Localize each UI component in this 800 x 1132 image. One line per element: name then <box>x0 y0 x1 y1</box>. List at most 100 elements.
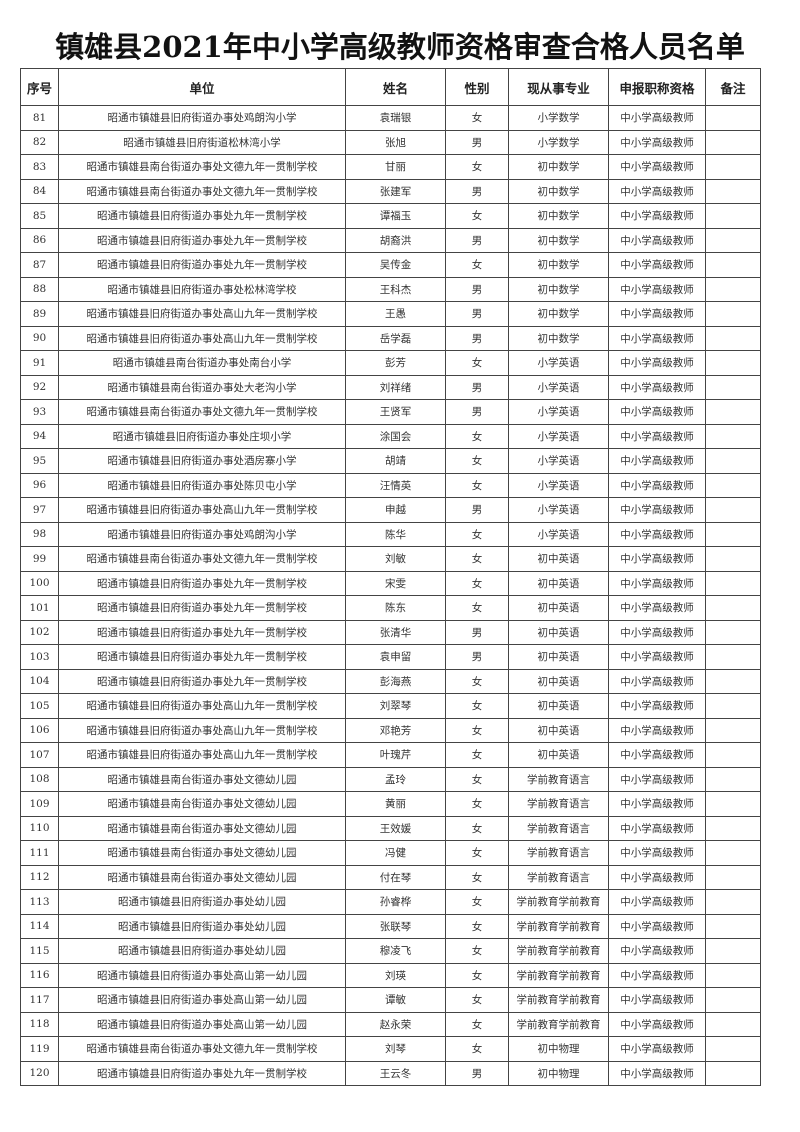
cell-index: 100 <box>20 570 59 596</box>
table-row: 89 昭通市镇雄县旧府街道办事处高山九年一贯制学校 王愚男初中数学 中小学高级教师 <box>20 301 761 327</box>
cell-title: 中小学高级教师 <box>608 178 706 204</box>
cell-unit: 昭通市镇雄县旧府街道办事处松林湾学校 <box>58 276 346 302</box>
cell-unit: 昭通市镇雄县旧府街道办事处高山第一幼儿园 <box>58 987 346 1013</box>
cell-index: 99 <box>20 546 59 572</box>
cell-title: 中小学高级教师 <box>608 276 706 302</box>
cell-remark <box>705 668 761 694</box>
cell-unit: 昭通市镇雄县南台街道办事处文德九年一贯制学校 <box>58 399 346 425</box>
cell-unit: 昭通市镇雄县南台街道办事处文德幼儿园 <box>58 815 346 841</box>
table-row: 83 昭通市镇雄县南台街道办事处文德九年一贯制学校 甘丽女初中数学 中小学高级教师 <box>20 154 761 180</box>
cell-unit: 昭通市镇雄县南台街道办事处文德幼儿园 <box>58 840 346 866</box>
cell-title: 中小学高级教师 <box>608 105 706 131</box>
cell-major: 小学数学 <box>508 105 609 131</box>
table-row: 97 昭通市镇雄县旧府街道办事处高山九年一贯制学校 申越男小学英语 中小学高级教师 <box>20 497 761 523</box>
cell-major: 初中数学 <box>508 325 609 351</box>
cell-unit: 昭通市镇雄县旧府街道办事处九年一贯制学校 <box>58 570 346 596</box>
cell-remark <box>705 962 761 988</box>
cell-index: 116 <box>20 962 59 988</box>
table-row: 88 昭通市镇雄县旧府街道办事处松林湾学校 王科杰男初中数学 中小学高级教师 <box>20 276 761 302</box>
header-col-unit: 单位 <box>58 68 346 106</box>
cell-unit: 昭通市镇雄县旧府街道办事处高山九年一贯制学校 <box>58 717 346 743</box>
cell-major: 小学英语 <box>508 374 609 400</box>
cell-unit: 昭通市镇雄县旧府街道办事处幼儿园 <box>58 889 346 915</box>
table-row: 118 昭通市镇雄县旧府街道办事处高山第一幼儿园 赵永荣女学前教育学前教育 中小学高级… <box>20 1011 761 1037</box>
cell-index: 111 <box>20 840 59 866</box>
cell-unit: 昭通市镇雄县旧府街道办事处鸡朗沟小学 <box>58 105 346 131</box>
cell-name: 岳学磊 <box>345 325 446 351</box>
cell-index: 86 <box>20 227 59 253</box>
cell-major: 学前教育学前教育 <box>508 1011 609 1037</box>
cell-unit: 昭通市镇雄县旧府街道办事处幼儿园 <box>58 938 346 964</box>
cell-name: 申越 <box>345 497 446 523</box>
cell-gender: 女 <box>445 154 509 180</box>
cell-gender: 女 <box>445 570 509 596</box>
cell-gender: 男 <box>445 374 509 400</box>
cell-remark <box>705 644 761 670</box>
cell-unit: 昭通市镇雄县旧府街道办事处九年一贯制学校 <box>58 619 346 645</box>
cell-gender: 男 <box>445 1060 509 1086</box>
table-row: 110 昭通市镇雄县南台街道办事处文德幼儿园 王效媛女学前教育语言 中小学高级教师 <box>20 815 761 841</box>
cell-name: 赵永荣 <box>345 1011 446 1037</box>
cell-title: 中小学高级教师 <box>608 374 706 400</box>
cell-title: 中小学高级教师 <box>608 864 706 890</box>
cell-name: 汪情英 <box>345 472 446 498</box>
cell-title: 中小学高级教师 <box>608 938 706 964</box>
table-row: 117 昭通市镇雄县旧府街道办事处高山第一幼儿园 谭敏女学前教育学前教育 中小学高级教… <box>20 987 761 1013</box>
cell-index: 91 <box>20 350 59 376</box>
cell-gender: 女 <box>445 546 509 572</box>
cell-major: 初中英语 <box>508 668 609 694</box>
cell-index: 118 <box>20 1011 59 1037</box>
cell-gender: 女 <box>445 889 509 915</box>
cell-remark <box>705 423 761 449</box>
cell-gender: 女 <box>445 472 509 498</box>
cell-title: 中小学高级教师 <box>608 301 706 327</box>
cell-index: 87 <box>20 252 59 278</box>
cell-unit: 昭通市镇雄县南台街道办事处文德幼儿园 <box>58 864 346 890</box>
header-col-remark: 备注 <box>705 68 761 106</box>
table-row: 114 昭通市镇雄县旧府街道办事处幼儿园 张联琴女学前教育学前教育 中小学高级教师 <box>20 913 761 939</box>
table-row: 95 昭通市镇雄县旧府街道办事处酒房寨小学 胡靖女小学英语 中小学高级教师 <box>20 448 761 474</box>
cell-unit: 昭通市镇雄县旧府街道办事处高山九年一贯制学校 <box>58 742 346 768</box>
cell-gender: 女 <box>445 448 509 474</box>
cell-major: 初中英语 <box>508 742 609 768</box>
cell-unit: 昭通市镇雄县旧府街道办事处高山九年一贯制学校 <box>58 497 346 523</box>
cell-unit: 昭通市镇雄县南台街道办事处文德九年一贯制学校 <box>58 1036 346 1062</box>
cell-title: 中小学高级教师 <box>608 668 706 694</box>
cell-title: 中小学高级教师 <box>608 742 706 768</box>
cell-major: 小学英语 <box>508 399 609 425</box>
cell-major: 学前教育语言 <box>508 815 609 841</box>
cell-major: 初中物理 <box>508 1036 609 1062</box>
cell-index: 85 <box>20 203 59 229</box>
cell-title: 中小学高级教师 <box>608 546 706 572</box>
cell-gender: 女 <box>445 717 509 743</box>
cell-title: 中小学高级教师 <box>608 693 706 719</box>
cell-index: 92 <box>20 374 59 400</box>
cell-remark <box>705 693 761 719</box>
cell-name: 谭敏 <box>345 987 446 1013</box>
cell-remark <box>705 276 761 302</box>
cell-name: 刘祥绪 <box>345 374 446 400</box>
cell-remark <box>705 1060 761 1086</box>
cell-remark <box>705 105 761 131</box>
cell-gender: 男 <box>445 178 509 204</box>
cell-major: 初中英语 <box>508 644 609 670</box>
cell-remark <box>705 570 761 596</box>
cell-unit: 昭通市镇雄县南台街道办事处文德九年一贯制学校 <box>58 546 346 572</box>
cell-name: 涂国会 <box>345 423 446 449</box>
cell-name: 刘瑛 <box>345 962 446 988</box>
table-row: 108 昭通市镇雄县南台街道办事处文德幼儿园 孟玲女学前教育语言 中小学高级教师 <box>20 766 761 792</box>
cell-gender: 男 <box>445 497 509 523</box>
cell-title: 中小学高级教师 <box>608 717 706 743</box>
cell-name: 叶瑰芹 <box>345 742 446 768</box>
table-row: 84 昭通市镇雄县南台街道办事处文德九年一贯制学校 张建军男初中数学 中小学高级教师 <box>20 178 761 204</box>
cell-gender: 女 <box>445 1036 509 1062</box>
cell-remark <box>705 717 761 743</box>
cell-index: 81 <box>20 105 59 131</box>
cell-remark <box>705 374 761 400</box>
table-row: 91 昭通市镇雄县南台街道办事处南台小学 彭芳女小学英语 中小学高级教师 <box>20 350 761 376</box>
table-row: 106 昭通市镇雄县旧府街道办事处高山九年一贯制学校 邓艳芳女初中英语 中小学高级教师 <box>20 717 761 743</box>
cell-title: 中小学高级教师 <box>608 350 706 376</box>
cell-gender: 女 <box>445 938 509 964</box>
cell-index: 112 <box>20 864 59 890</box>
cell-remark <box>705 766 761 792</box>
